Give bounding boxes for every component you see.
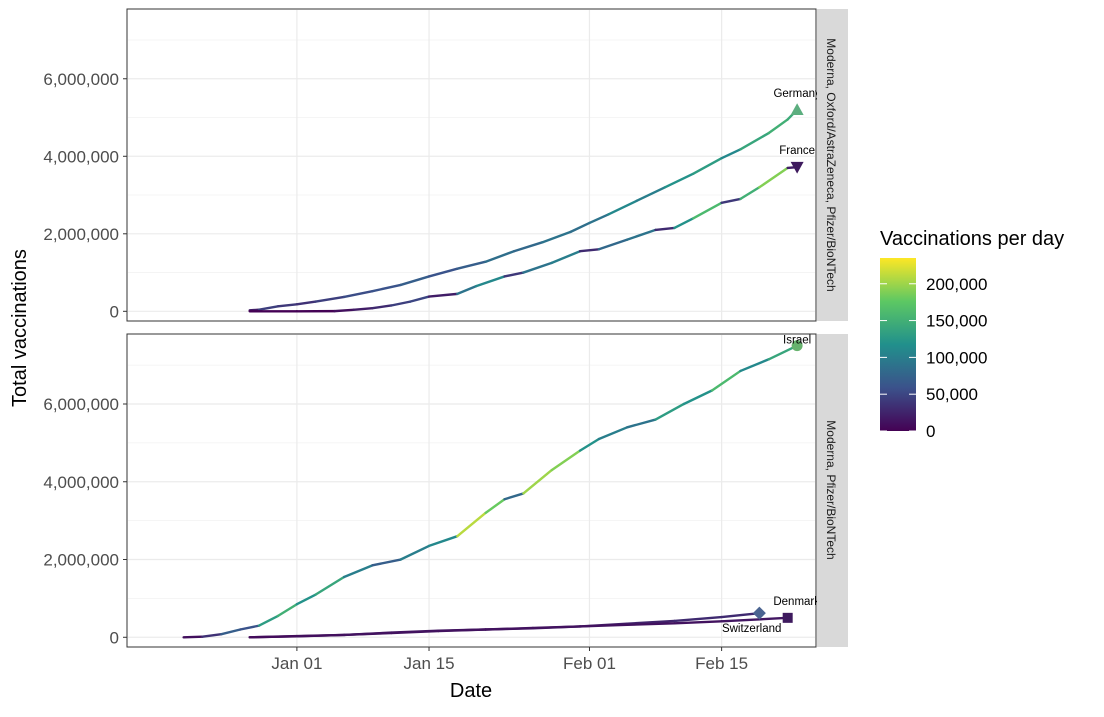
y-tick-label: 2,000,000 xyxy=(43,551,119,570)
panel-2-y-axis: 0 2,000,000 4,000,000 6,000,000 xyxy=(43,395,127,647)
series-switzerland-label: Switzerland xyxy=(722,623,781,635)
legend: Vaccinations per day 0 50,000 100,000 150,0… xyxy=(880,228,1064,441)
series-switzerland-marker xyxy=(783,613,793,623)
x-tick-label: Feb 15 xyxy=(695,654,748,673)
series-switzerland-segment xyxy=(438,630,485,632)
series-switzerland-segment xyxy=(627,623,674,625)
y-tick-label: 2,000,000 xyxy=(43,225,119,244)
series-switzerland-segment xyxy=(533,626,580,628)
y-axis-title: Total vaccinations xyxy=(9,249,31,407)
y-tick-label: 4,000,000 xyxy=(43,147,119,166)
series-france-segment xyxy=(354,308,373,310)
series-israel-label: Israel xyxy=(783,335,811,347)
legend-title: Vaccinations per day xyxy=(880,228,1064,250)
series-germany-label: Germany xyxy=(773,88,821,100)
panel-2: Israel Denmark Switzerland Moderna, Pfizer… xyxy=(43,334,848,647)
legend-tick-label: 0 xyxy=(926,422,935,441)
x-tick-label: Jan 01 xyxy=(271,654,322,673)
panel-2-background xyxy=(127,334,816,647)
legend-tick-label: 200,000 xyxy=(926,275,987,294)
series-switzerland-segment xyxy=(297,635,344,636)
x-axis-title: Date xyxy=(450,680,492,702)
panel-1: Germany France Moderna, Oxford/AstraZenec… xyxy=(43,9,848,321)
y-tick-label: 6,000,000 xyxy=(43,395,119,414)
y-tick-label: 0 xyxy=(110,302,119,321)
x-tick-label: Feb 01 xyxy=(563,654,616,673)
panel-1-strip-label: Moderna, Oxford/AstraZeneca, Pfizer/BioN… xyxy=(824,38,838,291)
panel-1-background xyxy=(127,9,816,321)
series-switzerland-segment xyxy=(250,636,297,637)
series-denmark-label: Denmark xyxy=(773,596,820,608)
y-tick-label: 4,000,000 xyxy=(43,473,119,492)
panel-2-strip-label: Moderna, Pfizer/BioNTech xyxy=(824,420,838,559)
y-tick-label: 0 xyxy=(110,628,119,647)
series-france-segment xyxy=(335,310,354,311)
series-switzerland-segment xyxy=(486,628,533,630)
series-switzerland-segment xyxy=(580,625,627,627)
legend-tick-label: 100,000 xyxy=(926,348,987,367)
series-israel-segment xyxy=(184,637,203,638)
series-france-label: France xyxy=(779,145,815,157)
legend-tick-label: 150,000 xyxy=(926,312,987,331)
x-axis: Jan 01 Jan 15 Feb 01 Feb 15 xyxy=(271,647,748,673)
panel-1-y-axis: 0 2,000,000 4,000,000 6,000,000 xyxy=(43,70,127,322)
legend-tick-label: 50,000 xyxy=(926,385,978,404)
y-tick-label: 6,000,000 xyxy=(43,70,119,89)
x-tick-label: Jan 15 xyxy=(404,654,455,673)
